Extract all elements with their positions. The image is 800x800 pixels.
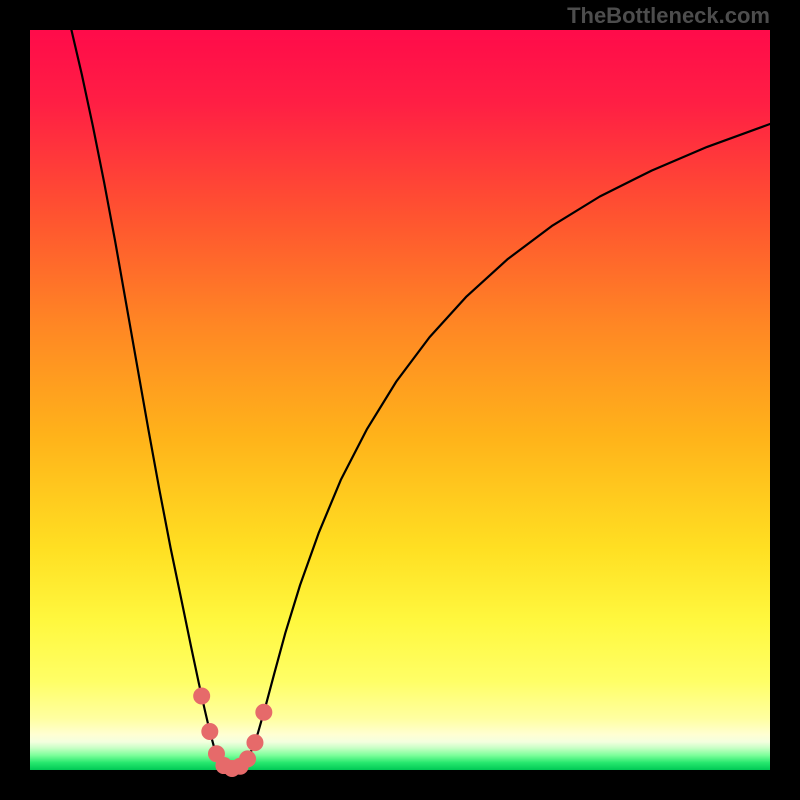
optimal-marker bbox=[202, 724, 218, 740]
optimal-marker bbox=[194, 688, 210, 704]
watermark-text: TheBottleneck.com bbox=[567, 3, 770, 29]
gradient-plot-area bbox=[30, 30, 770, 770]
optimal-marker bbox=[256, 704, 272, 720]
bottleneck-curve-chart bbox=[0, 0, 800, 800]
optimal-marker bbox=[240, 751, 256, 767]
optimal-marker bbox=[247, 735, 263, 751]
chart-frame: TheBottleneck.com bbox=[0, 0, 800, 800]
